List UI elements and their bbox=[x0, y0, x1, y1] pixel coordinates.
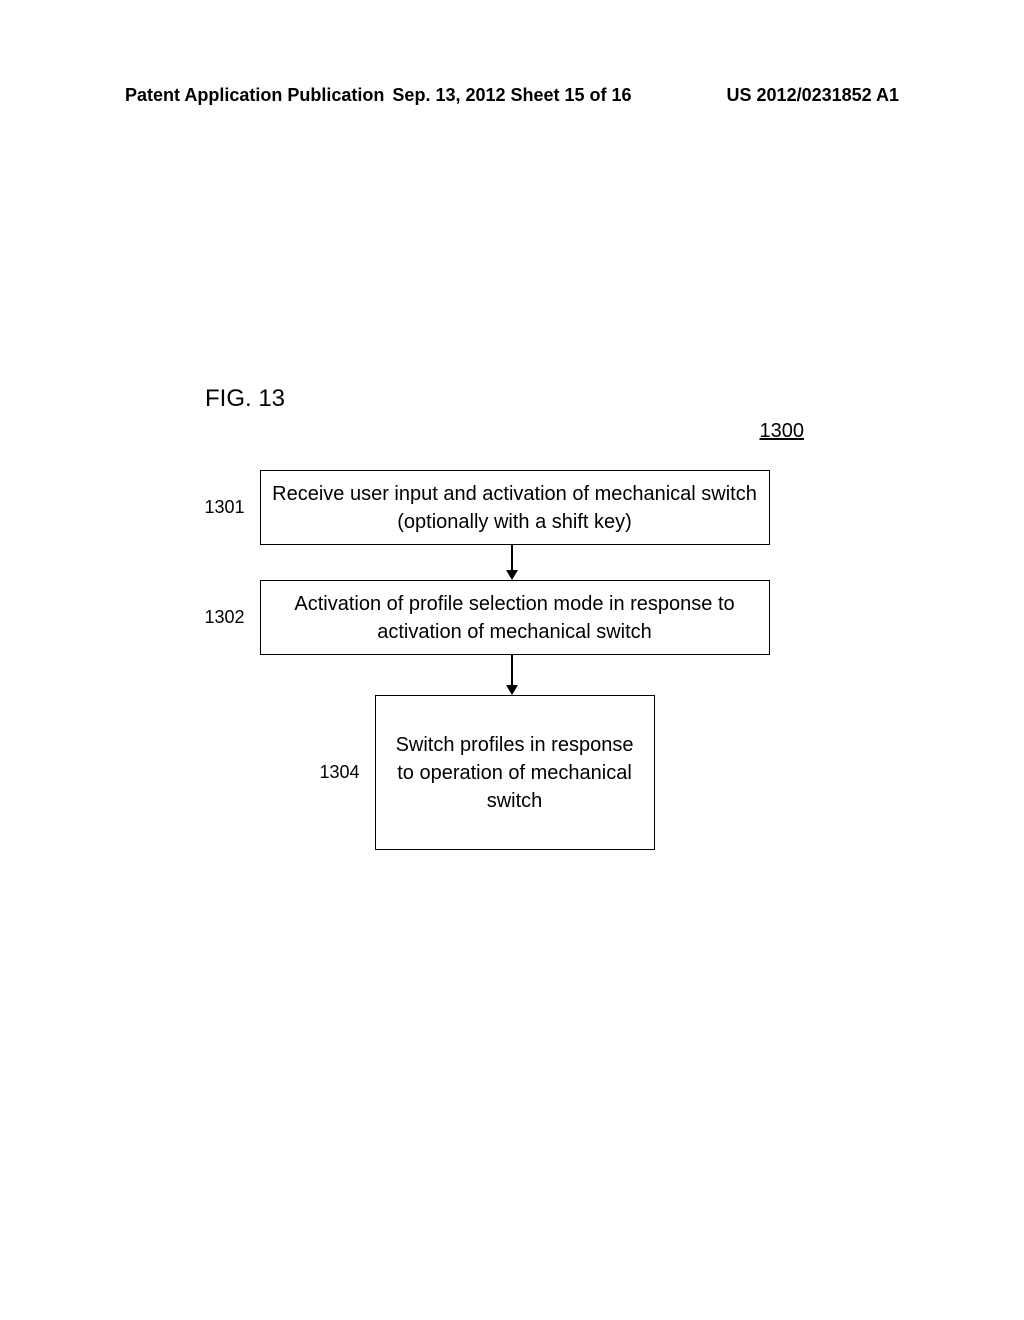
node-text-1301: Receive user input and activation of mec… bbox=[271, 480, 759, 536]
flow-row-3: 1304 Switch profiles in response to oper… bbox=[0, 695, 1024, 850]
flow-node-1301: Receive user input and activation of mec… bbox=[260, 470, 770, 545]
flowchart-container: 1301 Receive user input and activation o… bbox=[0, 470, 1024, 850]
node-label-1301: 1301 bbox=[204, 497, 244, 518]
arrow-1301-1302 bbox=[0, 545, 1024, 580]
figure-label: FIG. 13 bbox=[205, 385, 285, 413]
flow-row-2: 1302 Activation of profile selection mod… bbox=[0, 580, 1024, 655]
flow-node-1304: Switch profiles in response to operation… bbox=[375, 695, 655, 850]
node-label-1304: 1304 bbox=[319, 762, 359, 783]
figure-number: 1300 bbox=[760, 420, 805, 443]
header-left: Patent Application Publication bbox=[125, 85, 384, 106]
node-text-1302: Activation of profile selection mode in … bbox=[271, 590, 759, 646]
arrow-1302-1304 bbox=[0, 655, 1024, 695]
node-text-1304: Switch profiles in response to operation… bbox=[386, 731, 644, 815]
flow-row-1: 1301 Receive user input and activation o… bbox=[0, 470, 1024, 545]
flow-node-1302: Activation of profile selection mode in … bbox=[260, 580, 770, 655]
page-header: Patent Application Publication Sep. 13, … bbox=[0, 85, 1024, 106]
header-center: Sep. 13, 2012 Sheet 15 of 16 bbox=[392, 85, 631, 106]
node-label-1302: 1302 bbox=[204, 607, 244, 628]
header-right: US 2012/0231852 A1 bbox=[727, 85, 899, 106]
